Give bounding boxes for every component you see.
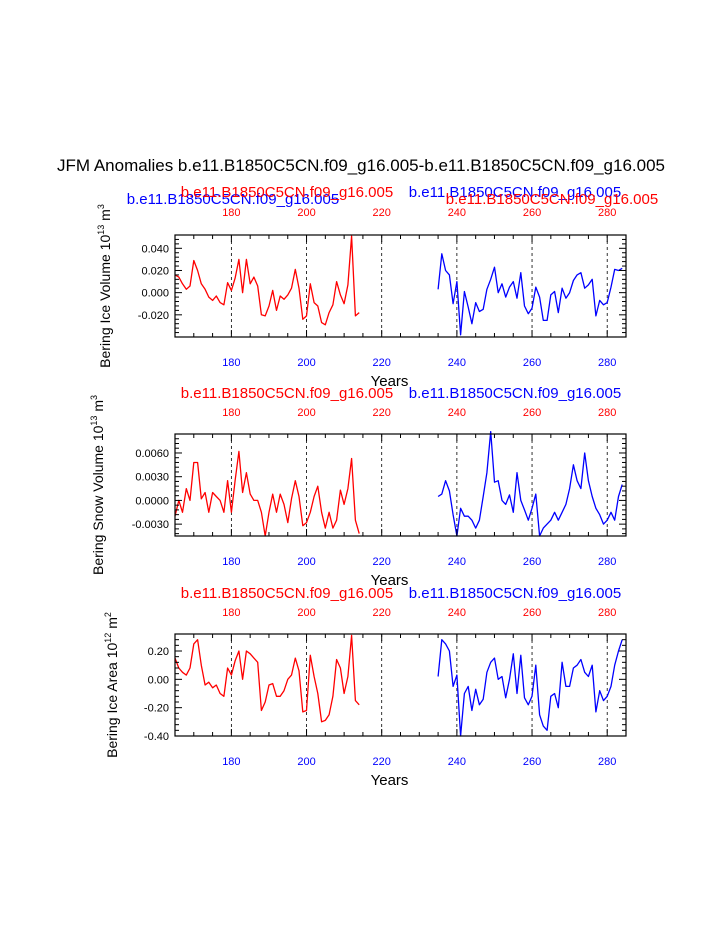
y-tick-label: -0.020 xyxy=(138,310,169,322)
x-tick-label-top: 200 xyxy=(297,207,315,219)
x-tick-label-bottom: 260 xyxy=(523,756,541,768)
x-tick-label-top: 240 xyxy=(448,407,466,419)
x-tick-label-bottom: 220 xyxy=(373,556,391,568)
y-axis-label-part: Bering Snow Volume 10 xyxy=(90,425,106,575)
x-tick-label-bottom: 280 xyxy=(598,556,616,568)
x-tick-label-top: 240 xyxy=(448,607,466,619)
series-title: b.e11.B1850C5CN.f09_g16.005 xyxy=(446,191,658,208)
x-tick-label-top: 220 xyxy=(373,607,391,619)
y-tick-label: 0.20 xyxy=(148,646,169,658)
x-tick-label-bottom: 180 xyxy=(222,756,240,768)
y-axis-label-part: 3 xyxy=(96,204,106,209)
x-tick-label-top: 280 xyxy=(598,407,616,419)
x-tick-label-top: 280 xyxy=(598,607,616,619)
x-tick-label-bottom: 240 xyxy=(448,756,466,768)
y-axis-label-part: 2 xyxy=(103,612,113,617)
figure-title: JFM Anomalies b.e11.B1850C5CN.f09_g16.00… xyxy=(57,156,665,175)
series-title: b.e11.B1850C5CN.f09_g16.005 xyxy=(409,385,621,402)
x-tick-label-bottom: 280 xyxy=(598,756,616,768)
x-tick-label-bottom: 260 xyxy=(523,357,541,369)
y-axis-label-part: m xyxy=(90,400,106,416)
x-axis-label: Years xyxy=(371,572,409,589)
x-tick-label-top: 260 xyxy=(523,207,541,219)
series-title: b.e11.B1850C5CN.f09_g16.005 xyxy=(181,184,393,201)
y-axis-label-part: m xyxy=(104,617,120,633)
series-line-blue xyxy=(437,639,623,737)
y-axis-label-part: m xyxy=(97,209,113,225)
y-axis-label-part: 13 xyxy=(96,225,106,235)
plot-frame xyxy=(174,633,627,737)
x-tick-label-bottom: 220 xyxy=(373,357,391,369)
panel-1: 180 180 200 200 220 220 240 240 260 260 280 280 -0.0… xyxy=(96,184,658,390)
y-axis-label-part: Bering Ice Area 10 xyxy=(104,642,120,757)
y-axis-label-part: 3 xyxy=(89,395,99,400)
y-tick-label: -0.0030 xyxy=(132,519,169,531)
series-line-red xyxy=(174,235,360,326)
x-tick-label-bottom: 200 xyxy=(297,756,315,768)
y-tick-label: 0.0060 xyxy=(135,448,169,460)
panels-group: 180 180 200 200 220 220 240 240 260 260 280 280 -0.0… xyxy=(89,184,658,789)
y-axis-label: Bering Snow Volume 1013 m3 xyxy=(89,395,106,575)
y-tick-label: 0.000 xyxy=(141,288,169,300)
y-tick-label: 0.0000 xyxy=(135,495,169,507)
x-tick-label-top: 180 xyxy=(222,607,240,619)
x-tick-label-bottom: 220 xyxy=(373,756,391,768)
x-tick-label-top: 200 xyxy=(297,607,315,619)
x-tick-label-bottom: 280 xyxy=(598,357,616,369)
x-tick-label-top: 260 xyxy=(523,407,541,419)
x-tick-label-top: 200 xyxy=(297,407,315,419)
panel-2: 180 180 200 200 220 220 240 240 260 260 280 280 -0.0… xyxy=(89,385,627,589)
x-tick-label-top: 220 xyxy=(373,207,391,219)
y-axis-label-part: Bering Ice Volume 10 xyxy=(97,235,113,368)
y-tick-label: -0.40 xyxy=(144,731,169,743)
x-tick-label-bottom: 180 xyxy=(222,357,240,369)
x-tick-label-bottom: 200 xyxy=(297,556,315,568)
x-tick-label-top: 240 xyxy=(448,207,466,219)
x-tick-label-bottom: 240 xyxy=(448,556,466,568)
x-tick-label-bottom: 260 xyxy=(523,556,541,568)
x-tick-label-top: 180 xyxy=(222,207,240,219)
series-title: b.e11.B1850C5CN.f09_g16.005 xyxy=(181,585,393,602)
x-tick-label-bottom: 240 xyxy=(448,357,466,369)
panel-3: 180 180 200 200 220 220 240 240 260 260 280 280 -0.4… xyxy=(103,585,627,789)
y-tick-label: 0.00 xyxy=(148,674,169,686)
series-line-red xyxy=(174,634,360,723)
x-tick-label-top: 280 xyxy=(598,207,616,219)
y-tick-label: -0.20 xyxy=(144,703,169,715)
series-line-blue xyxy=(437,430,623,537)
x-tick-label-bottom: 180 xyxy=(222,556,240,568)
series-title: b.e11.B1850C5CN.f09_g16.005 xyxy=(409,585,621,602)
series-title: b.e11.B1850C5CN.f09_g16.005 xyxy=(127,191,339,208)
y-axis-label-part: 13 xyxy=(89,416,99,426)
series-title: b.e11.B1850C5CN.f09_g16.005 xyxy=(181,385,393,402)
x-tick-label-top: 220 xyxy=(373,407,391,419)
x-axis-label: Years xyxy=(371,373,409,390)
y-tick-label: 0.020 xyxy=(141,265,169,277)
x-axis-label: Years xyxy=(371,772,409,789)
series-title: b.e11.B1850C5CN.f09_g16.005 xyxy=(409,184,621,201)
y-axis-label: Bering Ice Volume 1013 m3 xyxy=(96,204,113,368)
x-tick-label-top: 260 xyxy=(523,607,541,619)
x-tick-label-bottom: 200 xyxy=(297,357,315,369)
series-line-red xyxy=(174,450,360,537)
y-axis-label-part: 12 xyxy=(103,633,113,643)
y-tick-label: 0.0030 xyxy=(135,472,169,484)
plot-frame xyxy=(174,234,627,338)
y-tick-label: 0.040 xyxy=(141,243,169,255)
series-line-blue xyxy=(437,253,623,336)
x-tick-label-top: 180 xyxy=(222,407,240,419)
y-axis-label: Bering Ice Area 1012 m2 xyxy=(103,612,120,758)
